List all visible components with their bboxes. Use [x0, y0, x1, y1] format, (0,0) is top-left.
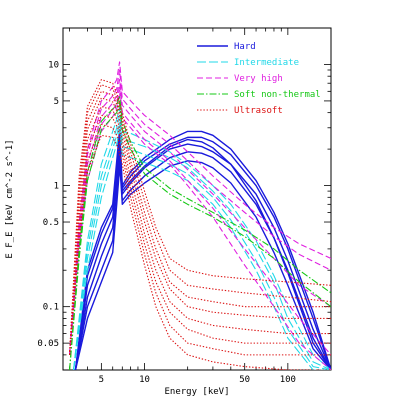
series-line-intermediate: [73, 129, 331, 370]
series-line-ultrasoft: [69, 105, 331, 355]
x-tick-label: 50: [239, 375, 250, 385]
x-tick-label: 10: [139, 375, 150, 385]
y-tick-label: 0.05: [37, 339, 59, 349]
series-line-very-high: [69, 79, 331, 355]
series-line-hard: [74, 136, 331, 370]
series-line-intermediate: [73, 122, 331, 370]
series-curves: [69, 61, 331, 370]
y-axis-label: E F_E [keV cm^-2 s^-1]: [5, 139, 15, 258]
series-line-very-high: [69, 86, 331, 356]
y-tick-label: 5: [54, 97, 59, 107]
y-tick-labels: 0.05 0.1 0.5 1 5 10: [37, 60, 59, 349]
series-line-ultrasoft: [69, 123, 331, 356]
series-line-very-high: [69, 61, 331, 355]
y-tick-label: 1: [54, 182, 59, 192]
series-line-very-high: [69, 69, 331, 355]
plot-frame: [62, 27, 332, 371]
series-line-ultrasoft: [69, 134, 331, 370]
legend-label-soft-non-thermal: Soft non-thermal: [234, 90, 321, 100]
x-axis-label: Energy [keV]: [164, 387, 229, 397]
series-line-ultrasoft: [69, 114, 331, 355]
series-line-soft-non-thermal: [69, 102, 331, 370]
legend-label-intermediate: Intermediate: [234, 58, 299, 68]
y-tick-label: 10: [48, 60, 59, 70]
series-line-ultrasoft: [69, 84, 331, 355]
series-line-soft-non-thermal: [69, 95, 331, 370]
x-tick-label: 100: [280, 375, 296, 385]
series-line-hard: [74, 160, 331, 370]
legend-label-hard: Hard: [234, 42, 256, 52]
series-line-ultrasoft: [69, 90, 331, 355]
y-tick-label: 0.5: [43, 218, 59, 228]
series-line-hard: [74, 138, 331, 370]
series-line-ultrasoft: [69, 97, 331, 355]
x-tick-labels: 5 10 50 100: [99, 375, 296, 385]
series-line-intermediate: [73, 107, 331, 370]
legend: Hard Intermediate Very high Soft non-therma…: [197, 42, 321, 116]
series-line-very-high: [69, 92, 331, 370]
legend-label-very-high: Very high: [234, 74, 283, 84]
axis-ticks: [63, 27, 332, 371]
y-tick-label: 0.1: [43, 303, 59, 313]
x-tick-label: 5: [99, 375, 104, 385]
legend-label-ultrasoft: Ultrasoft: [234, 106, 283, 116]
